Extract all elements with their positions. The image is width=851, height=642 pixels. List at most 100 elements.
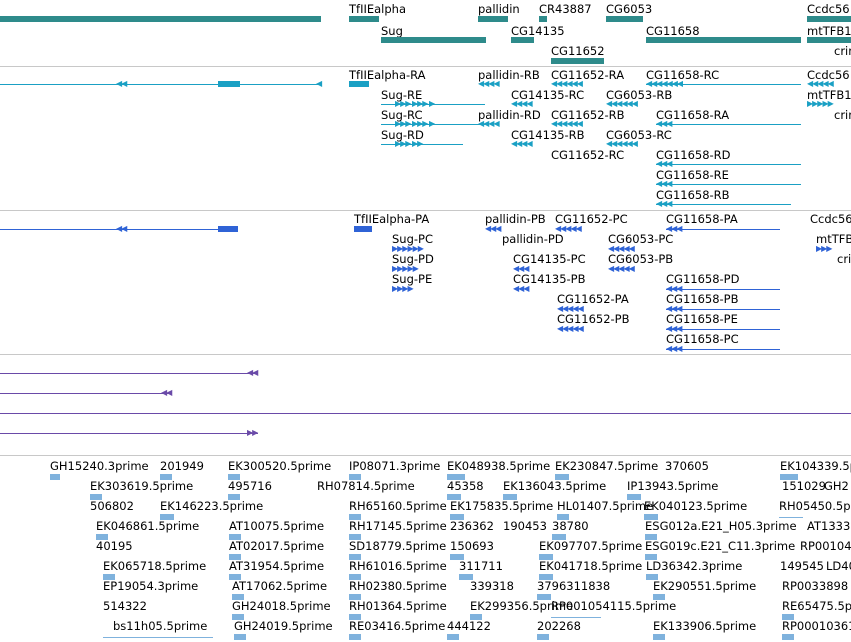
protein-block[interactable]	[218, 226, 238, 232]
est-label[interactable]: RH02380.5prime	[349, 579, 447, 593]
est-label[interactable]: RH61016.5prime	[349, 559, 447, 573]
gene-label[interactable]: crim	[834, 44, 851, 58]
protein-label[interactable]: CG6053-PC	[608, 232, 674, 246]
transcript-label[interactable]: CG11658-RE	[656, 168, 729, 182]
est-label[interactable]: SD18779.5prime	[349, 539, 447, 553]
est-label[interactable]: EK097707.5prime	[539, 539, 643, 553]
est-block[interactable]	[780, 474, 798, 480]
est-block[interactable]	[96, 534, 108, 540]
est-line[interactable]	[551, 617, 601, 618]
protein-line[interactable]	[0, 229, 237, 230]
est-label[interactable]: AT02017.5prime	[229, 539, 325, 553]
transcript-label[interactable]: CG11652-RA	[551, 68, 625, 82]
transcript-line[interactable]	[656, 204, 791, 205]
est-label[interactable]: ESG012a.E21_H05.3prime	[645, 519, 797, 533]
protein-label[interactable]: CG14135-PC	[513, 252, 586, 266]
protein-label[interactable]: CG11658-PC	[666, 332, 739, 346]
protein-label[interactable]: CG11658-PB	[666, 292, 739, 306]
est-block[interactable]	[234, 634, 246, 640]
est-block[interactable]	[349, 514, 361, 520]
est-block[interactable]	[103, 574, 115, 580]
protein-label[interactable]: Sug-PC	[392, 232, 434, 246]
est-label[interactable]: EK133906.5prime	[653, 619, 757, 633]
transcript-label[interactable]: CG11652-RC	[551, 148, 625, 162]
est-block[interactable]	[539, 554, 553, 560]
est-line[interactable]	[779, 517, 803, 518]
transcript-label[interactable]: TfIIEalpha-RA	[349, 68, 426, 82]
gene-label[interactable]: CG6053	[606, 2, 653, 16]
protein-label[interactable]: CG11658-PE	[666, 312, 738, 326]
transcript-label[interactable]: CG6053-RC	[606, 128, 672, 142]
protein-line[interactable]	[666, 349, 780, 350]
est-label[interactable]: EK136043.5prime	[503, 479, 607, 493]
est-label[interactable]: 506802	[90, 499, 134, 513]
est-label[interactable]: RH05450.5prime	[779, 499, 851, 513]
alignment-line[interactable]	[0, 393, 170, 394]
est-label[interactable]: 149545	[780, 559, 824, 573]
est-label[interactable]: EK299356.5prime	[470, 599, 574, 613]
gene-bar[interactable]	[606, 16, 643, 22]
est-block[interactable]	[229, 534, 241, 540]
transcript-label[interactable]: Sug-RC	[381, 108, 423, 122]
est-block[interactable]	[644, 514, 658, 520]
transcript-label[interactable]: CG11652-RB	[551, 108, 625, 122]
protein-label[interactable]: Sug-PE	[392, 272, 433, 286]
transcript-label[interactable]: mtTFB1	[807, 88, 851, 102]
transcript-line[interactable]	[656, 184, 801, 185]
est-block[interactable]	[349, 594, 361, 600]
est-label[interactable]: AT31954.5prime	[229, 559, 325, 573]
est-label[interactable]: 495716	[228, 479, 272, 493]
est-label[interactable]: 514322	[103, 599, 147, 613]
protein-label[interactable]: CG6053-PB	[608, 252, 674, 266]
est-block[interactable]	[537, 594, 551, 600]
est-label[interactable]: LD36342.3prime	[646, 559, 743, 573]
protein-label[interactable]: Ccdc56	[810, 212, 851, 226]
est-label[interactable]: LD40	[826, 559, 851, 573]
est-label[interactable]: EP19054.3prime	[103, 579, 199, 593]
est-label[interactable]: ESG019c.E21_C11.3prime	[645, 539, 796, 553]
est-label[interactable]: 3796311838	[537, 579, 611, 593]
transcript-label[interactable]: pallidin-RB	[478, 68, 540, 82]
transcript-label[interactable]: pallidin-RD	[478, 108, 541, 122]
gene-label[interactable]: mtTFB1	[807, 24, 851, 38]
protein-label[interactable]: CG11658-PD	[666, 272, 740, 286]
est-block[interactable]	[229, 554, 241, 560]
est-block[interactable]	[349, 554, 361, 560]
protein-label[interactable]: CG11658-PA	[666, 212, 738, 226]
est-label[interactable]: HL01407.5prime	[557, 499, 654, 513]
protein-label[interactable]: Sug-PD	[392, 252, 434, 266]
transcript-label[interactable]: CG11658-RA	[656, 108, 730, 122]
gene-label[interactable]: CR43887	[539, 2, 592, 16]
est-label[interactable]: 370605	[665, 459, 709, 473]
est-block[interactable]	[450, 554, 464, 560]
protein-label[interactable]: mtTFB1	[816, 232, 851, 246]
est-label[interactable]: EK300520.5prime	[228, 459, 332, 473]
gene-label[interactable]: CG14135	[511, 24, 565, 38]
gene-label[interactable]: TfIIEalpha	[349, 2, 407, 16]
est-label[interactable]: GH24018.5prime	[232, 599, 331, 613]
est-label[interactable]: RH07814.5prime	[317, 479, 415, 493]
est-block[interactable]	[447, 634, 459, 640]
transcript-label[interactable]: CG11658-RD	[656, 148, 731, 162]
gene-bar[interactable]	[807, 37, 851, 43]
transcript-line[interactable]	[656, 124, 801, 125]
est-block[interactable]	[646, 574, 658, 580]
gene-bar[interactable]	[349, 16, 379, 22]
est-label[interactable]: EK040123.5prime	[644, 499, 748, 513]
est-label[interactable]: 151029	[782, 479, 826, 493]
transcript-label[interactable]: Sug-RD	[381, 128, 424, 142]
transcript-line[interactable]	[0, 84, 322, 85]
est-label[interactable]: 45358	[447, 479, 484, 493]
est-block[interactable]	[653, 634, 665, 640]
est-label[interactable]: EK175835.5prime	[450, 499, 554, 513]
est-label[interactable]: RE03416.5prime	[349, 619, 446, 633]
est-label[interactable]: GH24019.5prime	[234, 619, 333, 633]
transcript-line[interactable]	[646, 84, 801, 85]
est-block[interactable]	[229, 574, 241, 580]
est-label[interactable]: RP0033898	[782, 579, 849, 593]
est-block[interactable]	[503, 494, 517, 500]
est-label[interactable]: RP001054115.5prime	[551, 599, 677, 613]
est-label[interactable]: RH65160.5prime	[349, 499, 447, 513]
transcript-line[interactable]	[381, 144, 463, 145]
est-block[interactable]	[349, 474, 361, 480]
